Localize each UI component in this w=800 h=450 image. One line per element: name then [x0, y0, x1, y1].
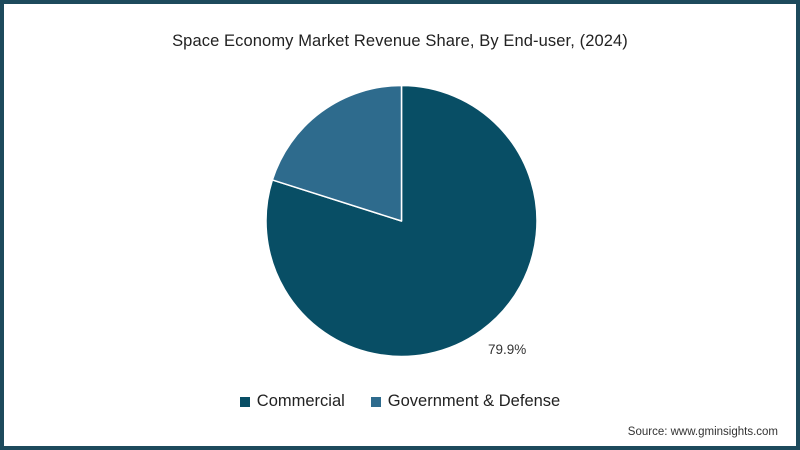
legend-item-commercial: Commercial — [239, 392, 345, 411]
commercial-swatch-icon — [239, 396, 250, 407]
legend-item-government-defense: Government & Defense — [370, 392, 561, 411]
source-credit: Source: www.gminsights.com — [627, 426, 778, 438]
legend-label-government-defense: Government & Defense — [387, 392, 561, 410]
chart-title: Space Economy Market Revenue Share, By E… — [172, 32, 628, 50]
government-defense-swatch-icon — [370, 396, 381, 407]
pie-slice-government-defense — [271, 84, 403, 222]
legend: Commercial Government & Defense — [0, 392, 800, 411]
legend-label-commercial: Commercial — [256, 392, 345, 410]
commercial-percent-label: 79.9% — [488, 342, 527, 357]
